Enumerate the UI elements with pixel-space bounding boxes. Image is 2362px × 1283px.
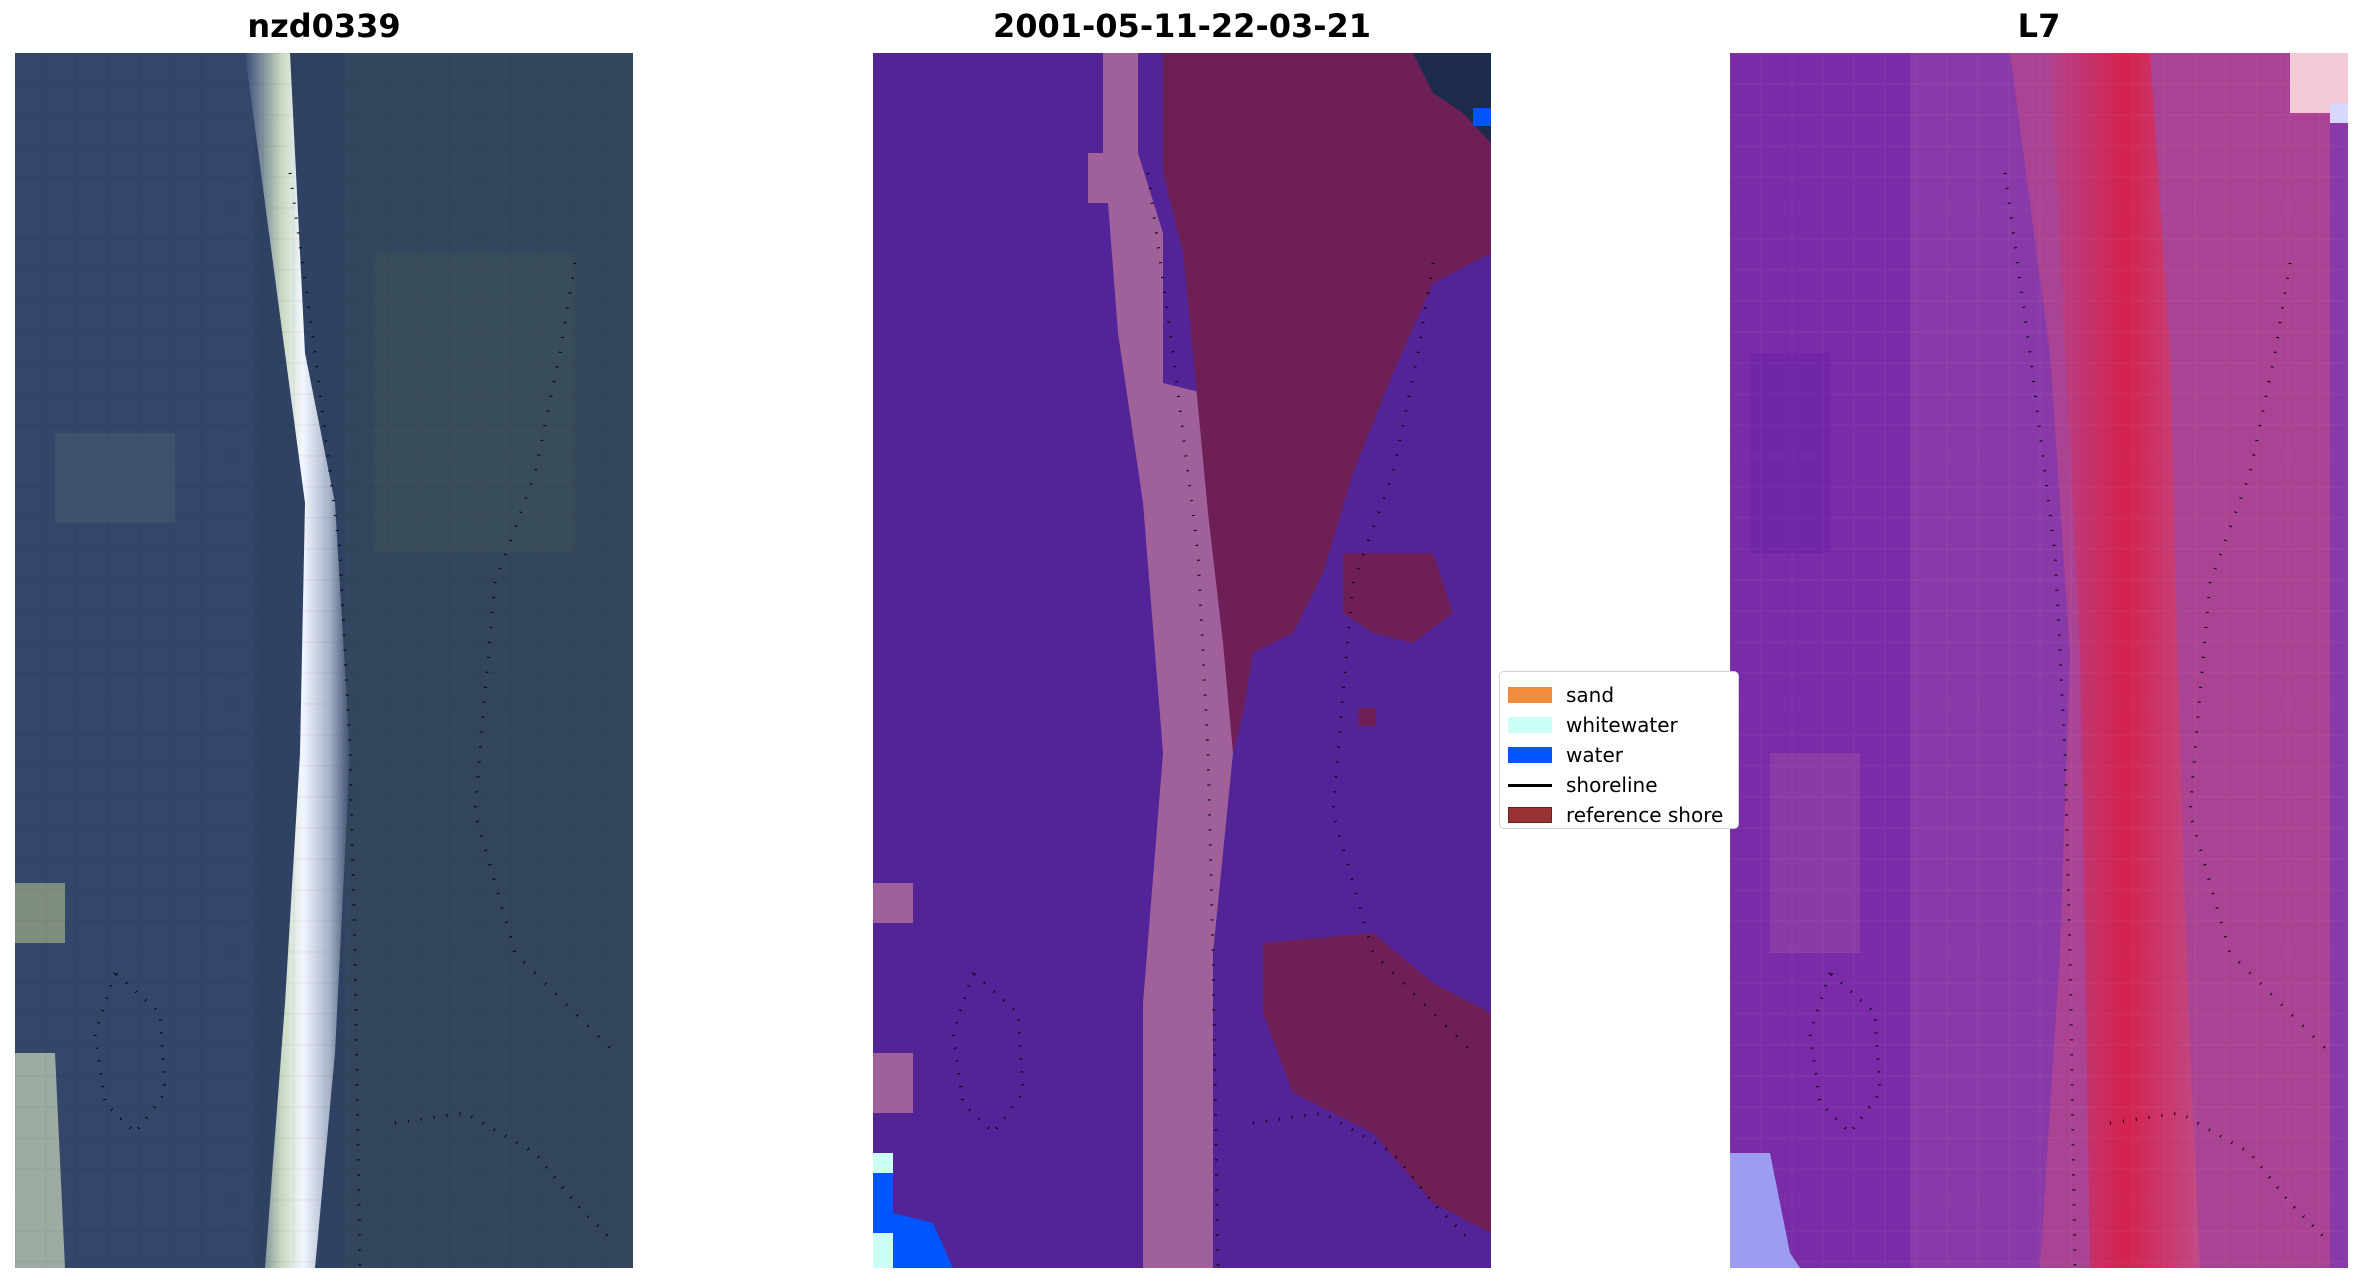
- legend-item-whitewater: whitewater: [1508, 710, 1738, 740]
- sand-overlay-strip: [1088, 53, 1243, 1268]
- shoreline-line-swatch: [1508, 783, 1552, 787]
- middle-panel-title: 2001-05-11-22-03-21: [992, 7, 1372, 45]
- legend-item-sand: sand: [1508, 680, 1738, 710]
- index-image: [1730, 53, 2348, 1268]
- legend: sand whitewater water shoreline referenc…: [1499, 671, 1739, 829]
- legend-label-reference-shore: reference shore: [1566, 803, 1724, 827]
- reference-shore-swatch: [1508, 807, 1552, 823]
- reference-area-top: [1163, 53, 1491, 753]
- legend-label-water: water: [1566, 743, 1623, 767]
- water-swatch: [1508, 747, 1552, 763]
- left-panel-title: nzd0339: [247, 7, 401, 45]
- rgb-satellite-image: [15, 53, 633, 1268]
- legend-label-whitewater: whitewater: [1566, 713, 1678, 737]
- legend-item-shoreline: shoreline: [1508, 770, 1738, 800]
- reference-area-bottom: [1263, 933, 1491, 1233]
- legend-item-reference-shore: reference shore: [1508, 800, 1738, 828]
- sand-swatch: [1508, 687, 1552, 703]
- classification-image: [873, 53, 1491, 1268]
- legend-label-shoreline: shoreline: [1566, 773, 1658, 797]
- whitewater-swatch: [1508, 717, 1552, 733]
- legend-item-water: water: [1508, 740, 1738, 770]
- right-panel-title: L7: [2017, 7, 2061, 45]
- legend-label-sand: sand: [1566, 683, 1615, 707]
